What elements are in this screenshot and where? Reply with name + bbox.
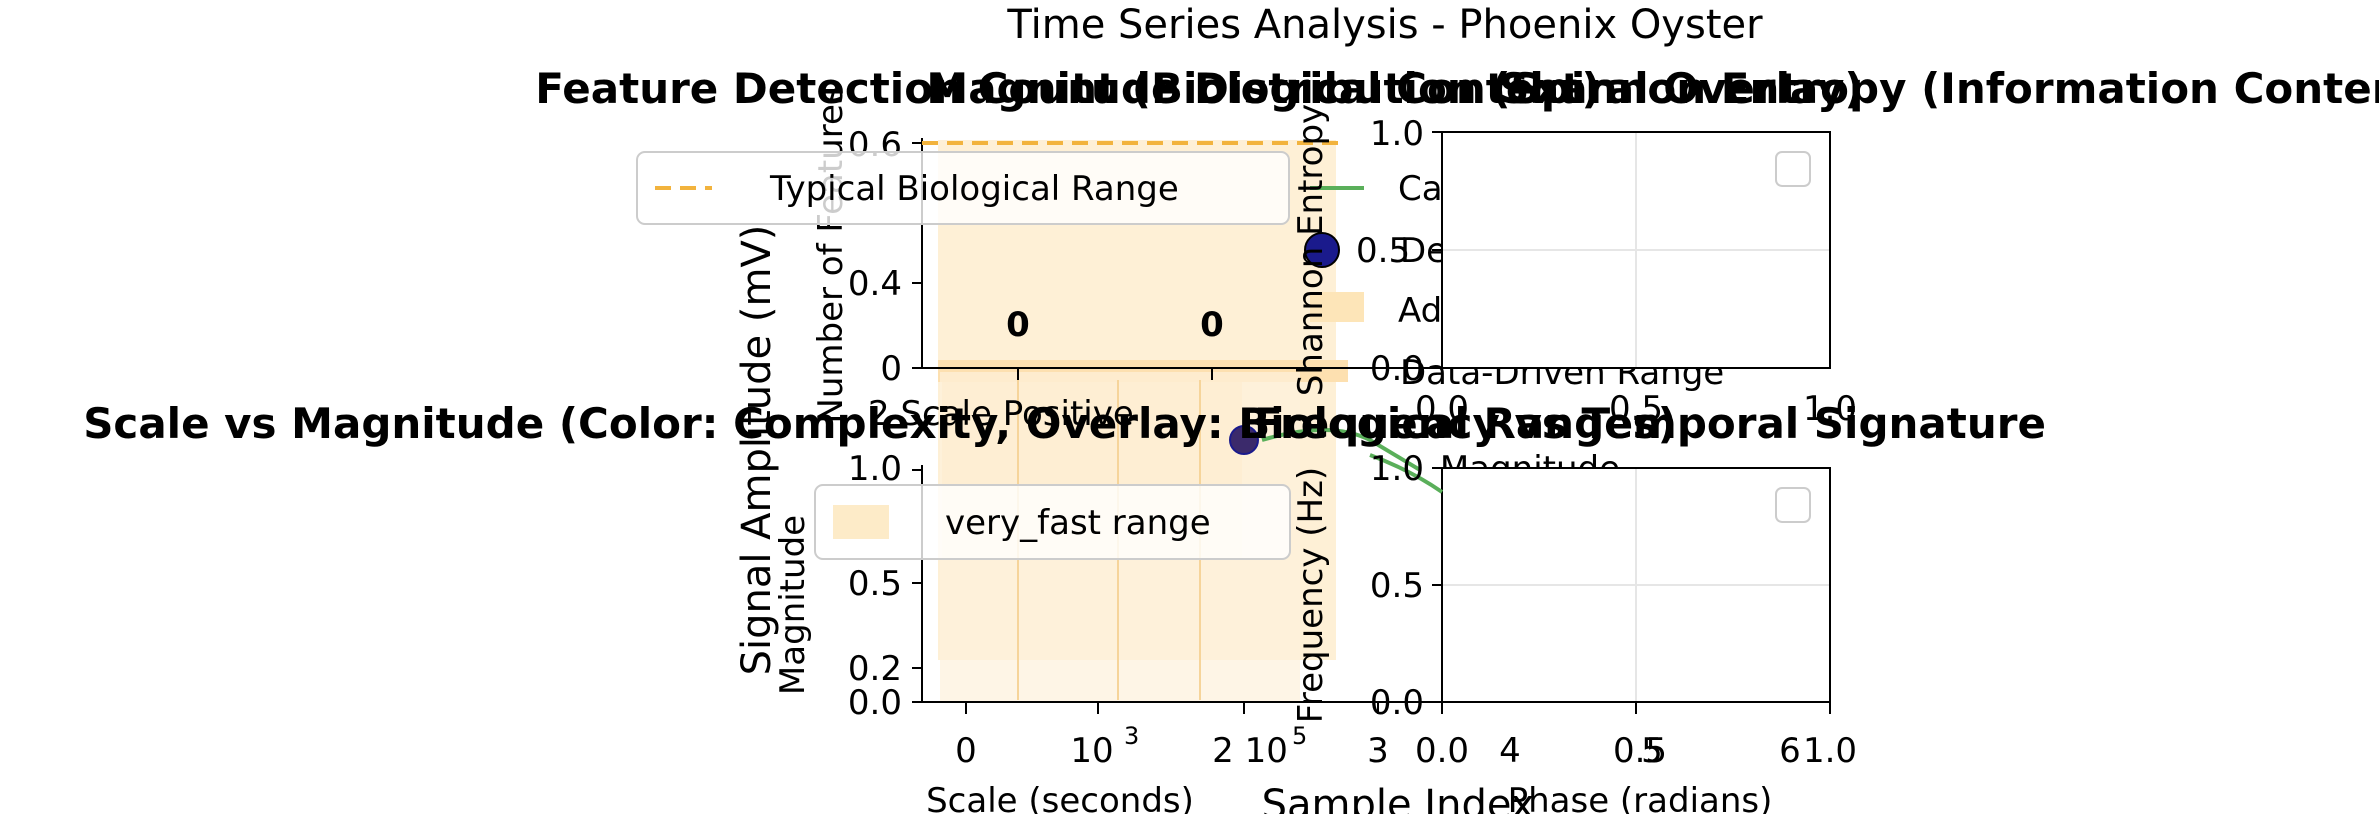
scale-legend-frame	[814, 484, 1291, 560]
entropy-xtick: 1.0	[1803, 389, 1857, 429]
legend-patch-swatch	[1310, 292, 1364, 322]
scale-xtick-exponent: 3	[1124, 722, 1139, 750]
scale-ytick: 1.0	[848, 449, 902, 489]
frequency-temporal-title: Frequency vs Temporal Signature	[1254, 399, 2046, 448]
scale-yticks: 1.0 0.5 0.2 0.0	[848, 449, 922, 723]
frequency-xlabel: Phase (radians)	[1508, 781, 1773, 814]
feature-ytick: 0	[880, 349, 902, 389]
frequency-series-line	[1369, 453, 1444, 494]
magnitude-ytick: 0.5	[1356, 231, 1410, 271]
legend-patch-swatch	[833, 505, 889, 539]
frequency-ylabel: Frequency (Hz)	[1291, 467, 1331, 723]
shannon-entropy-title: Shannon Entropy (Information Content)	[1499, 64, 2379, 113]
feature-legend: Typical Biological Range	[636, 151, 1290, 225]
scale-ytick: 0.2	[848, 649, 902, 689]
scale-ytick: 0.5	[848, 564, 902, 604]
magnitude-legend-label: Ca	[1398, 169, 1443, 209]
frequency-ytick: 0.0	[1370, 683, 1424, 723]
scale-xtick: 0	[955, 731, 977, 771]
feature-legend-label: Typical Biological Range	[769, 169, 1179, 209]
scale-legend-label: very_fast range	[945, 503, 1211, 543]
magnitude-legend-label: Ad	[1398, 291, 1442, 331]
entropy-ylabel: Shannon Entropy	[1291, 104, 1331, 396]
frequency-temporal-panel: 1.0 0.5 0.0 Frequency (Hz) 0.0 0.5 1.0 4…	[1291, 449, 1857, 814]
scale-legend: very_fast range	[814, 484, 1291, 560]
feature-detection-panel: 0.6 0.4 0 0 0 Number of Features Typical…	[636, 86, 1440, 424]
scale-xticks: 0 10 3 2 10 5 3	[955, 702, 1389, 771]
magnitude-distribution-title: Magnitude Distribution (Spiral Overlay)	[926, 64, 1863, 113]
frequency-xtick: 0.0	[1415, 731, 1469, 771]
scale-xlabel: Scale (seconds)	[926, 781, 1194, 814]
entropy-xtick: 0.5	[1609, 389, 1663, 429]
figure-xlabel: Sample Index	[1262, 782, 1535, 814]
scatter-point	[1229, 425, 1259, 455]
frequency-xtick: 0.5	[1613, 731, 1667, 771]
figure-suptitle: Time Series Analysis - Phoenix Oyster	[1006, 2, 1763, 48]
feature-ylabel: Number of Features	[811, 86, 851, 423]
scale-ylabel: Magnitude	[773, 515, 813, 695]
frequency-ytick: 0.5	[1370, 566, 1424, 606]
scale-xtick: 2 10	[1212, 731, 1288, 771]
shannon-entropy-panel: 1.0 0.0 Shannon Entropy 0.0 0.5 1.0	[1291, 104, 1857, 429]
entropy-ytick: 0.0	[1370, 349, 1424, 389]
overlapping-tick-text: 2 Scale Positive	[868, 394, 1134, 434]
scale-xtick: 10	[1070, 731, 1113, 771]
entropy-ytick: 1.0	[1370, 114, 1424, 154]
frequency-ytick: 1.0	[1370, 449, 1424, 489]
legend-marker-swatch	[1304, 232, 1340, 268]
scale-xtick-exponent: 5	[1292, 722, 1307, 750]
figure-ylabel: Signal Amplitude (mV)	[734, 225, 780, 676]
frequency-extra-xtick: 4	[1499, 731, 1521, 771]
feature-bar-value-label: 0	[1200, 305, 1224, 345]
scale-xtick: 3	[1367, 731, 1389, 771]
frequency-extra-xtick: 5	[1641, 731, 1663, 771]
frequency-extra-xtick: 6	[1779, 731, 1801, 771]
entropy-empty-legend	[1775, 151, 1811, 187]
scale-ytick: 0.0	[848, 683, 902, 723]
entropy-xtick: 0.0	[1415, 389, 1469, 429]
feature-bar-value-label: 0	[1006, 305, 1030, 345]
feature-legend-frame	[636, 151, 1290, 225]
scale-vs-magnitude-panel: 1.0 0.5 0.2 0.0 0 10 3 2 10 5 3 Scale (s…	[773, 394, 1440, 814]
feature-ytick: 0.4	[848, 264, 902, 304]
frequency-xtick: 1.0	[1803, 731, 1857, 771]
magnitude-series-line	[1261, 428, 1422, 472]
scale-vs-magnitude-title: Scale vs Magnitude (Color: Complexity, O…	[83, 399, 1677, 448]
feature-detection-title: Feature Detection Count (Biological Cont…	[535, 64, 1600, 113]
frequency-empty-legend	[1775, 487, 1811, 523]
